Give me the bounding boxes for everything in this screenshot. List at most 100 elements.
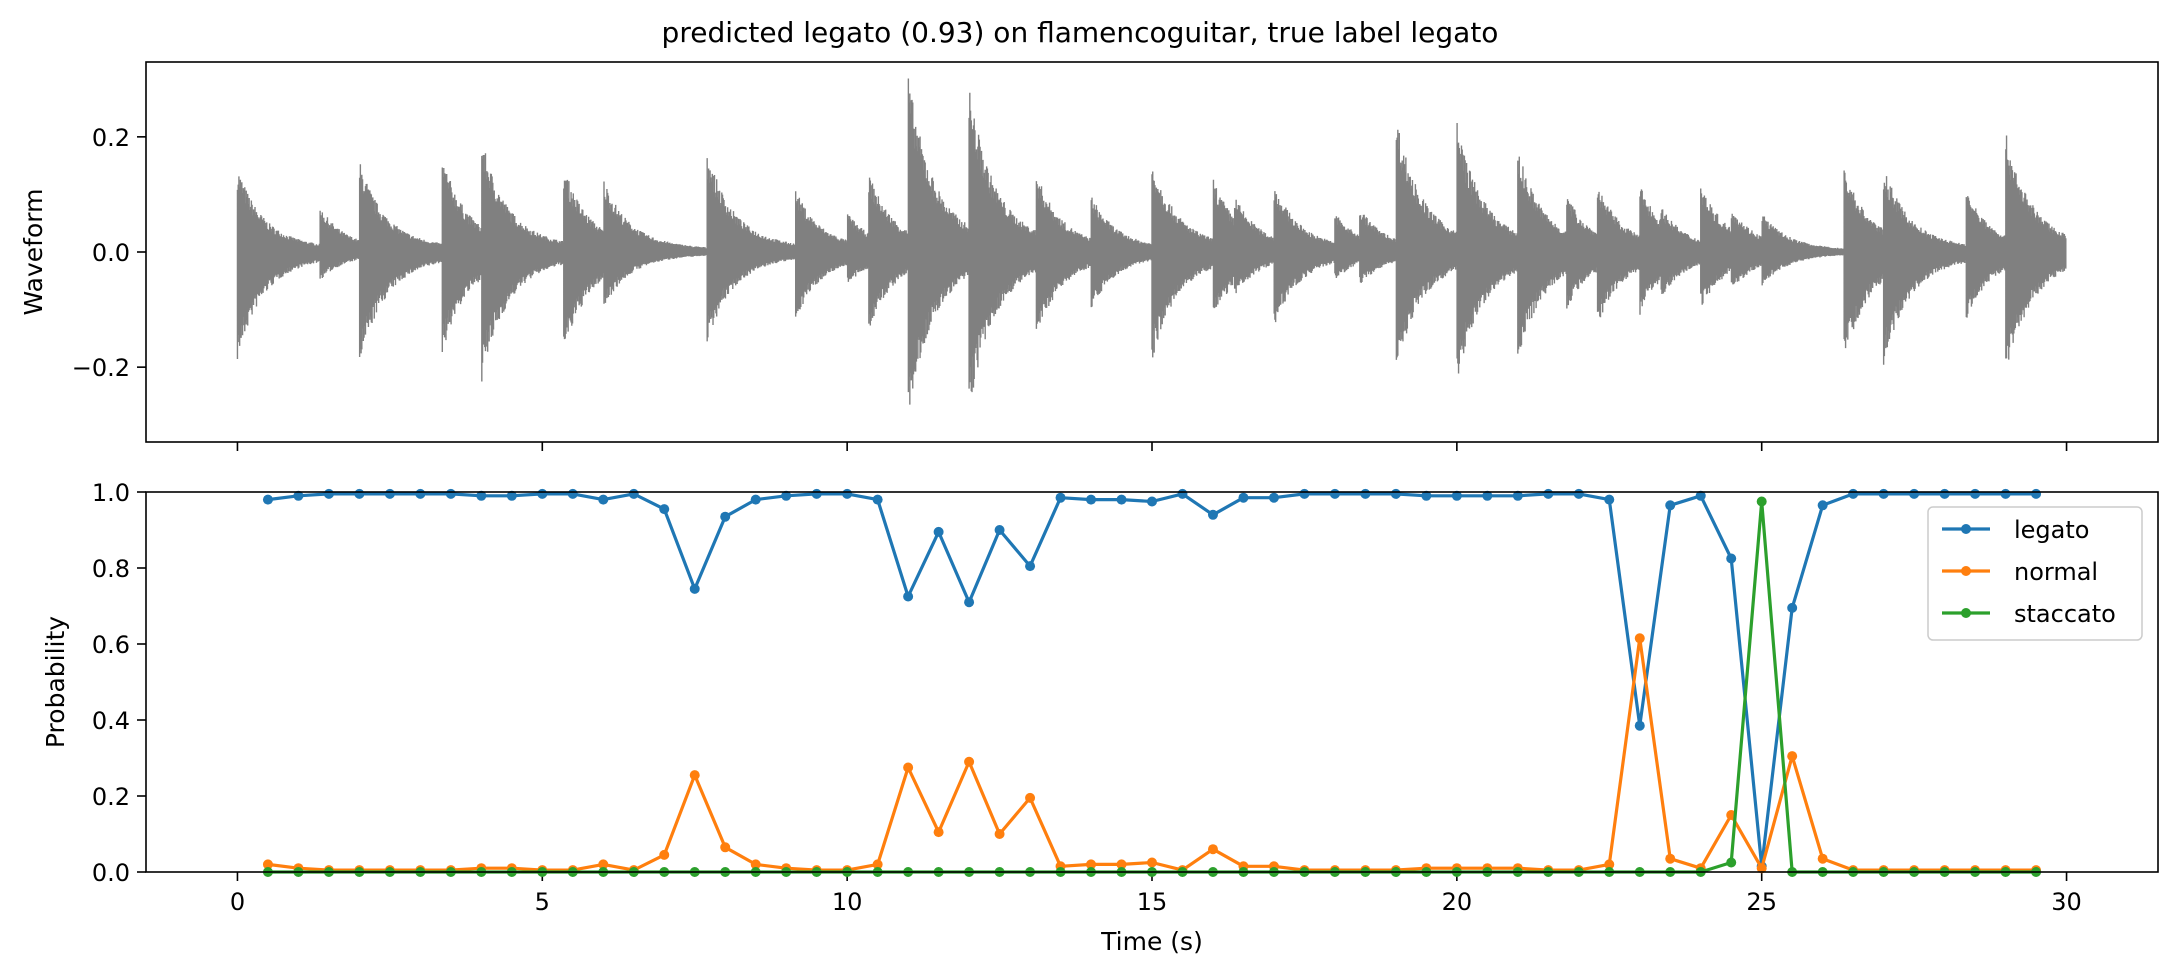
data-point-legato xyxy=(384,488,395,499)
data-point-legato xyxy=(445,488,456,499)
data-point-legato xyxy=(1238,492,1249,503)
data-point-legato xyxy=(476,490,487,501)
data-point-legato xyxy=(262,494,273,505)
probability-axes-frame xyxy=(145,491,2159,873)
data-point-legato xyxy=(1421,490,1432,501)
legend-label: staccato xyxy=(2014,600,2116,628)
data-point-legato xyxy=(1207,509,1218,520)
data-point-legato xyxy=(323,488,334,499)
data-point-normal xyxy=(1086,859,1097,870)
data-point-legato xyxy=(1878,488,1889,499)
data-point-legato xyxy=(1451,490,1462,501)
legend-swatch-marker xyxy=(1961,566,1971,576)
data-point-normal xyxy=(1147,857,1157,868)
data-point-legato xyxy=(933,526,944,537)
waveform-y-tick-label: 0.2 xyxy=(92,124,130,152)
data-point-legato xyxy=(1604,494,1615,505)
probability-x-axis-label: Time (s) xyxy=(1100,927,1203,956)
data-point-legato xyxy=(537,488,548,499)
data-point-normal xyxy=(1025,792,1036,803)
probability-x-tick-label: 20 xyxy=(1442,888,1473,916)
probability-y-axis-label: Probability xyxy=(41,616,70,748)
data-point-normal xyxy=(750,859,761,870)
data-point-normal xyxy=(1604,859,1615,870)
data-point-legato xyxy=(293,490,304,501)
data-point-staccato xyxy=(1756,496,1767,507)
waveform-axes-frame xyxy=(145,61,2159,443)
probability-x-tick-label: 15 xyxy=(1137,888,1168,916)
data-point-normal xyxy=(659,849,670,860)
data-point-normal xyxy=(689,770,700,781)
data-point-legato xyxy=(1695,490,1706,501)
data-point-legato xyxy=(1634,720,1645,731)
data-point-legato xyxy=(1482,490,1493,501)
probability-x-tick-label: 30 xyxy=(2051,888,2082,916)
data-point-normal xyxy=(1817,853,1828,864)
data-point-normal xyxy=(1756,863,1767,874)
legend-label: legato xyxy=(2014,516,2089,544)
data-point-normal xyxy=(1665,853,1676,864)
legend-swatch-marker xyxy=(1961,608,1971,618)
waveform-y-axis-label: Waveform xyxy=(19,189,48,316)
probability-y-tick-label: 1.0 xyxy=(92,479,130,507)
series-legato xyxy=(262,488,2042,872)
data-point-legato xyxy=(1970,488,1981,499)
probability-series xyxy=(262,488,2042,877)
data-point-legato xyxy=(750,494,761,505)
legend: legato normal staccato xyxy=(1927,506,2143,641)
chart-title: predicted legato (0.93) on flamencoguita… xyxy=(662,16,1499,49)
data-point-legato xyxy=(2031,488,2042,499)
probability-y-tick-label: 0.6 xyxy=(92,631,130,659)
waveform-panel: −0.2 0.0 0.2 Waveform xyxy=(19,61,2159,451)
waveform-y-tick-label: 0.0 xyxy=(92,239,130,267)
legend-label: normal xyxy=(2014,558,2098,586)
data-point-legato xyxy=(1177,488,1188,499)
data-point-legato xyxy=(994,525,1005,535)
data-point-normal xyxy=(1207,844,1218,855)
data-point-legato xyxy=(872,494,883,505)
data-point-legato xyxy=(781,490,792,501)
data-point-normal xyxy=(964,756,975,767)
data-point-normal xyxy=(1634,633,1645,644)
data-point-legato xyxy=(1025,561,1036,572)
probability-panel: 0.0 0.2 0.4 0.6 0.8 1.0 0 5 10 15 20 25 30 Time (s)… xyxy=(41,479,2159,956)
data-point-legato xyxy=(628,488,639,499)
data-point-legato xyxy=(415,488,426,499)
data-point-legato xyxy=(1573,488,1584,499)
data-point-legato xyxy=(1329,488,1340,499)
data-point-legato xyxy=(1116,494,1127,505)
probability-x-tick-label: 0 xyxy=(230,888,245,916)
data-point-legato xyxy=(659,504,670,515)
data-point-legato xyxy=(964,597,975,608)
data-point-normal xyxy=(903,762,914,773)
data-point-legato xyxy=(1086,494,1097,505)
data-point-legato xyxy=(567,488,578,499)
data-point-legato xyxy=(720,511,731,522)
probability-x-tick-label: 25 xyxy=(1746,888,1777,916)
waveform-trace xyxy=(236,78,2067,405)
data-point-legato xyxy=(1055,492,1066,503)
data-point-legato xyxy=(1390,488,1401,499)
data-point-legato xyxy=(689,583,700,594)
probability-x-tick-label: 10 xyxy=(832,888,863,916)
data-point-normal xyxy=(872,859,883,870)
data-point-legato xyxy=(598,494,609,505)
probability-y-tick-label: 0.0 xyxy=(92,859,130,887)
legend-item-normal: normal xyxy=(1942,558,2098,586)
probability-y-tick-label: 0.4 xyxy=(92,707,130,735)
data-point-legato xyxy=(354,488,365,499)
probability-y-tick-label: 0.2 xyxy=(92,783,130,811)
data-point-legato xyxy=(1787,602,1798,613)
data-point-legato xyxy=(1147,496,1157,507)
legend-item-staccato: staccato xyxy=(1942,600,2116,628)
data-point-legato xyxy=(1543,488,1554,499)
data-point-legato xyxy=(1909,488,1920,499)
data-point-legato xyxy=(903,591,914,602)
data-point-legato xyxy=(1512,490,1523,501)
probability-y-tick-label: 0.8 xyxy=(92,555,130,583)
data-point-legato xyxy=(1848,488,1859,499)
data-point-legato xyxy=(506,490,517,501)
waveform-signal xyxy=(236,78,2067,405)
data-point-normal xyxy=(720,842,731,853)
waveform-y-tick-label: −0.2 xyxy=(72,354,130,382)
